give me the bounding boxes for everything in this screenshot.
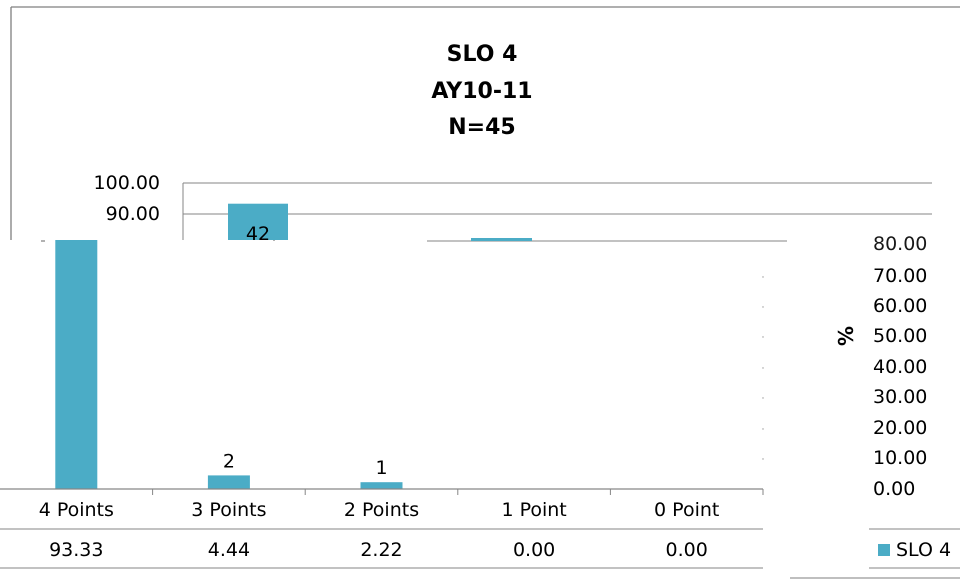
- y-tick-label: 90.00: [106, 203, 160, 225]
- table-value-cell: 93.33: [49, 539, 103, 561]
- y-tick-label-clipped: 80.00: [873, 233, 927, 255]
- table-value-cell: 0.00: [666, 539, 708, 561]
- legend-label: SLO 4: [896, 539, 951, 561]
- table-category-cell: 1 Point: [501, 499, 566, 521]
- table-value-cell: 2.22: [360, 539, 402, 561]
- y-tick-label: 60.00: [873, 295, 927, 317]
- chart-subtitle-1: AY10-11: [431, 79, 532, 104]
- legend-swatch: [878, 544, 890, 556]
- y-tick-label: 70.00: [873, 265, 927, 287]
- table-column-dividers: [152, 489, 764, 495]
- y-tick-label: 100.00: [94, 172, 160, 194]
- table-category-cell: 3 Points: [191, 499, 266, 521]
- y-tick-label: 20.00: [873, 417, 927, 439]
- table-category-cell: 0 Point: [654, 499, 719, 521]
- table-category-row: 4 Points 3 Points 2 Points 1 Point 0 Point: [39, 499, 720, 521]
- bar: [360, 482, 403, 489]
- table-category-cell: 2 Points: [344, 499, 419, 521]
- bar: [55, 240, 98, 489]
- bar: [207, 475, 250, 489]
- y-tick-label: 30.00: [873, 386, 927, 408]
- y-tick-label: 50.00: [873, 325, 927, 347]
- table-value-row: 93.33 4.44 2.22 0.00 0.00: [49, 539, 708, 561]
- bar-count-label-upper: 42: [246, 223, 270, 245]
- bar-fragment: [471, 238, 532, 241]
- y-tick-label: 10.00: [873, 447, 927, 469]
- tick-dots: [762, 276, 764, 460]
- bars: [55, 203, 403, 489]
- chart-title: SLO 4: [447, 42, 518, 67]
- bar-count-label: 2: [223, 450, 235, 472]
- table-value-cell: 0.00: [513, 539, 555, 561]
- chart-subtitle-2: N=45: [448, 115, 515, 140]
- y-tick-label: 40.00: [873, 356, 927, 378]
- bar-count-label: 1: [375, 457, 387, 479]
- table-value-cell: 4.44: [208, 539, 250, 561]
- y-tick-label: 0.00: [873, 478, 915, 500]
- y-axis-title: %: [833, 326, 857, 346]
- table-category-cell: 4 Points: [39, 499, 114, 521]
- bar-upper-fragment: [228, 203, 288, 240]
- bar-data-labels: 2 1 42: [223, 223, 388, 479]
